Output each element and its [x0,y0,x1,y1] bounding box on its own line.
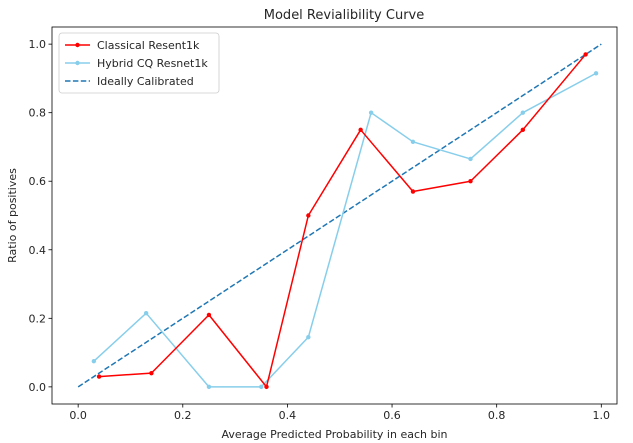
data-point-classical-resent1k [264,384,269,390]
data-point-classical-resent1k [96,374,102,379]
data-point-hybrid-cq-resnet1k [206,384,212,390]
data-point-hybrid-cq-resnet1k [368,110,374,115]
y-tick-label: 0.6 [29,175,47,188]
data-point-hybrid-cq-resnet1k [410,139,416,145]
data-point-classical-resent1k [520,127,526,133]
series-line-ideally-calibrated [77,43,602,388]
legend-box [58,32,220,94]
x-axis-ticks: 0.0 0.2 0.4 0.6 0.8 1.0 [69,404,610,422]
legend-label-ideally-calibrated: Ideally Calibrated [97,75,194,88]
data-point-classical-resent1k [410,189,416,194]
x-axis-label: Average Predicted Probability in each bi… [221,428,447,441]
data-point-hybrid-cq-resnet1k [520,110,526,115]
legend-label-classical-resent1k: Classical Resent1k [97,39,200,52]
series-layer [77,43,602,390]
y-tick-label: 0.2 [29,312,47,325]
legend: Classical Resent1k Hybrid CQ Resnet1k Idea… [58,32,220,94]
chart-title: Model Revialibility Curve [264,8,424,23]
data-point-hybrid-cq-resnet1k [593,71,599,76]
data-point-hybrid-cq-resnet1k [143,310,149,316]
legend-label-hybrid-cq-resnet1k: Hybrid CQ Resnet1k [97,57,208,70]
y-tick-label: 0.4 [29,244,47,257]
y-axis-ticks: 0.0 0.2 0.4 0.6 0.8 1.0 [29,38,52,394]
series-line-hybrid-cq-resnet1k [93,72,597,388]
data-point-classical-resent1k [306,213,311,218]
legend-marker-hybrid-cq-resnet1k [75,60,80,66]
y-axis-label: Ratio of positives [6,168,19,263]
x-tick-label: 1.0 [593,409,611,422]
data-point-hybrid-cq-resnet1k [259,384,264,390]
y-tick-label: 1.0 [29,38,47,51]
data-point-hybrid-cq-resnet1k [468,156,473,162]
data-point-hybrid-cq-resnet1k [306,334,311,340]
x-tick-label: 0.2 [174,409,192,422]
data-point-classical-resent1k [149,370,154,376]
y-tick-label: 0.8 [29,107,47,120]
data-point-hybrid-cq-resnet1k [91,358,97,364]
series-line-classical-resent1k [99,53,587,388]
y-tick-label: 0.0 [29,381,47,394]
data-point-classical-resent1k [206,312,212,318]
x-tick-label: 0.8 [488,409,506,422]
data-point-classical-resent1k [468,179,473,184]
legend-marker-classical-resent1k [75,42,80,48]
data-point-classical-resent1k [358,127,363,133]
data-point-classical-resent1k [583,52,588,57]
x-tick-label: 0.6 [383,409,401,422]
x-tick-label: 0.0 [69,409,87,422]
x-tick-label: 0.4 [279,409,297,422]
